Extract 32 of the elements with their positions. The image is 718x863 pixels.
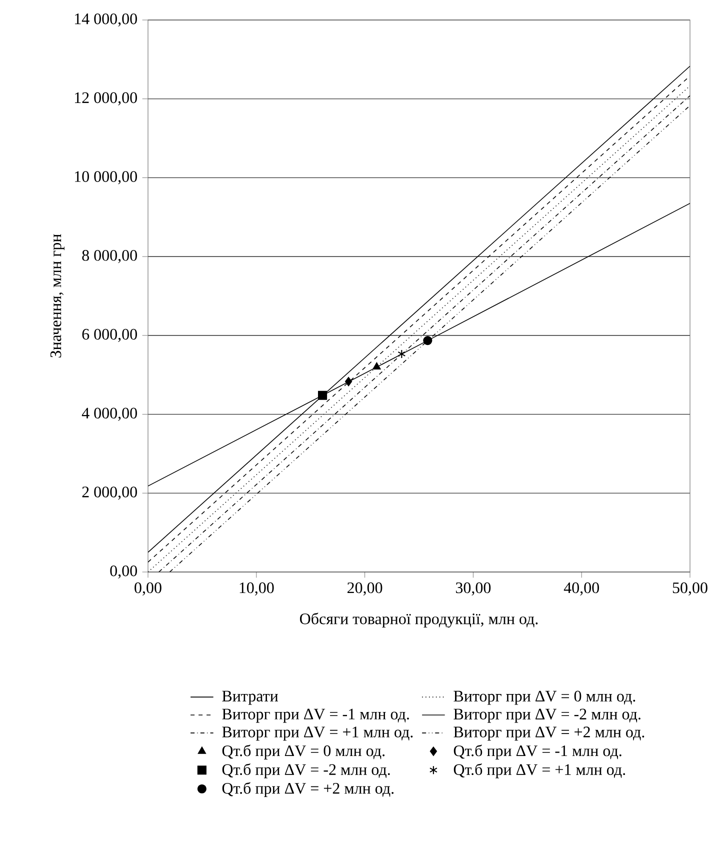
legend-label: Qт.б при ΔV = 0 млн од.: [222, 744, 385, 760]
legend-label: Qт.б при ΔV = -2 млн од.: [222, 763, 390, 778]
legend-label: Qт.б при ΔV = +1 млн од.: [454, 763, 626, 778]
y-tick-label: 10 000,00: [75, 171, 137, 184]
y-tick-label: 8 000,00: [82, 250, 137, 264]
point: [318, 390, 328, 400]
y-axis-title: Значення, млн грн: [50, 234, 64, 358]
legend-label: Qт.б при ΔV = -1 млн од.: [454, 744, 622, 760]
y-tick-label: 2 000,00: [82, 486, 137, 500]
legend-label: Виторг при ΔV = +1 млн од.: [222, 726, 413, 741]
x-tick-label: 50,00: [672, 582, 708, 596]
legend-label: Qт.б при ΔV = +2 млн од.: [222, 782, 394, 798]
legend-label: Виторг при ΔV = -1 млн од.: [222, 708, 409, 723]
x-tick-label: 30,00: [456, 582, 491, 596]
x-axis-title: Обсяги товарної продукції, млн од.: [300, 612, 538, 628]
point: [398, 349, 406, 358]
x-tick-label: 40,00: [564, 582, 599, 596]
legend-label: Витрати: [222, 690, 278, 705]
y-tick-label: 0,00: [110, 565, 137, 579]
x-tick-label: 20,00: [348, 582, 382, 596]
y-tick-label: 6 000,00: [82, 328, 137, 342]
legend-label: Виторг при ΔV = +2 млн од.: [454, 726, 644, 741]
x-tick-label: 0,00: [134, 582, 162, 596]
point: [372, 362, 381, 370]
x-tick-label: 10,00: [240, 582, 274, 596]
point: [345, 377, 352, 386]
y-tick-label: 4 000,00: [82, 408, 137, 421]
point: [423, 336, 432, 346]
legend-label: Виторг при ΔV = 0 млн од.: [454, 690, 636, 705]
y-tick-label: 12 000,00: [75, 92, 137, 106]
legend-label: Виторг при ΔV = -2 млн од.: [454, 708, 640, 723]
y-tick-label: 14 000,00: [75, 13, 137, 27]
